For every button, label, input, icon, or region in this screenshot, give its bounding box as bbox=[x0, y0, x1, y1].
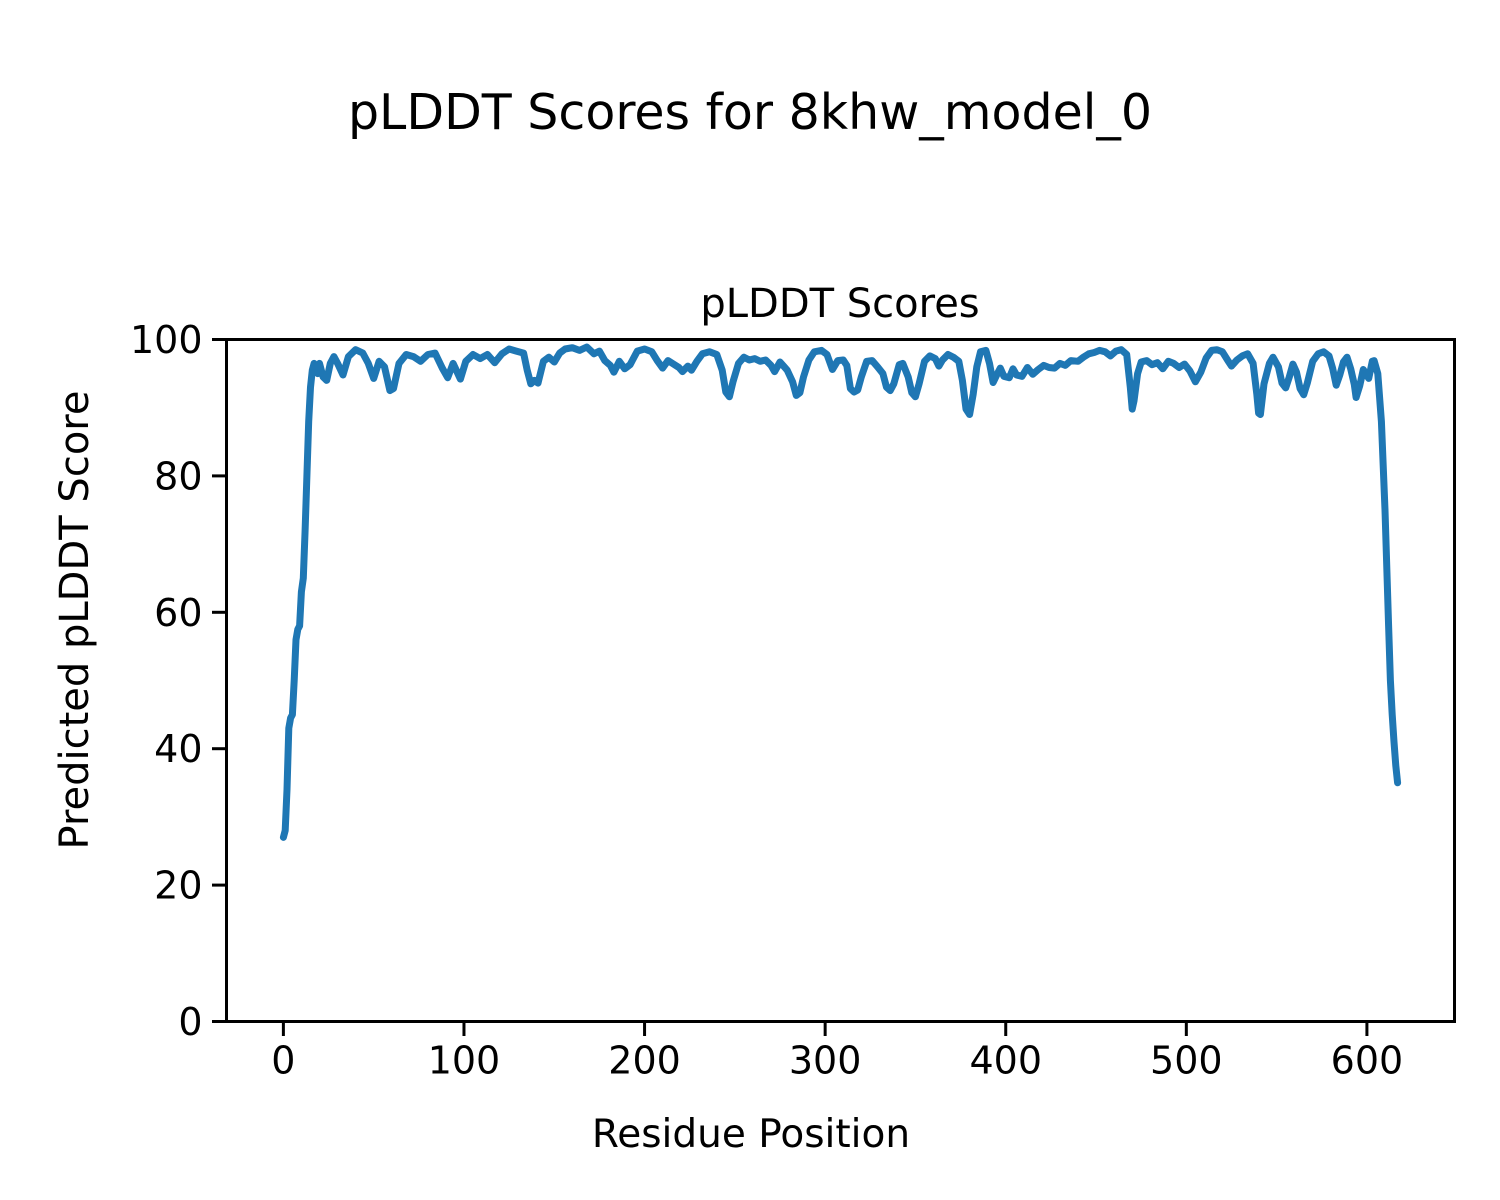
figure-title: pLDDT Scores for 8khw_model_0 bbox=[347, 84, 1153, 141]
x-tick-label: 600 bbox=[1331, 1039, 1404, 1083]
plddt-line-series bbox=[279, 343, 1402, 841]
y-tick-label: 100 bbox=[130, 318, 203, 362]
y-tick-label: 0 bbox=[178, 1000, 202, 1044]
axes-title: pLDDT Scores bbox=[700, 281, 980, 327]
x-tick-label: 100 bbox=[428, 1039, 501, 1083]
y-tick-label: 60 bbox=[154, 591, 202, 635]
x-axis-label: Residue Position bbox=[591, 1112, 911, 1157]
x-tick-label: 0 bbox=[271, 1039, 295, 1083]
x-tick-label: 500 bbox=[1150, 1039, 1223, 1083]
x-tick-label: 300 bbox=[789, 1039, 862, 1083]
y-axis-label: Predicted pLDDT Score bbox=[52, 390, 98, 850]
y-axis-ticks: 0 20 40 60 80 100 bbox=[130, 318, 225, 1044]
axes-spines bbox=[225, 338, 1456, 1023]
y-tick-label: 20 bbox=[154, 864, 202, 908]
x-tick-label: 200 bbox=[608, 1039, 681, 1083]
y-tick-label: 80 bbox=[154, 454, 202, 498]
x-axis-ticks: 0 100 200 300 400 500 600 bbox=[271, 1023, 1403, 1083]
y-tick-label: 40 bbox=[154, 727, 202, 771]
x-tick-label: 400 bbox=[969, 1039, 1042, 1083]
